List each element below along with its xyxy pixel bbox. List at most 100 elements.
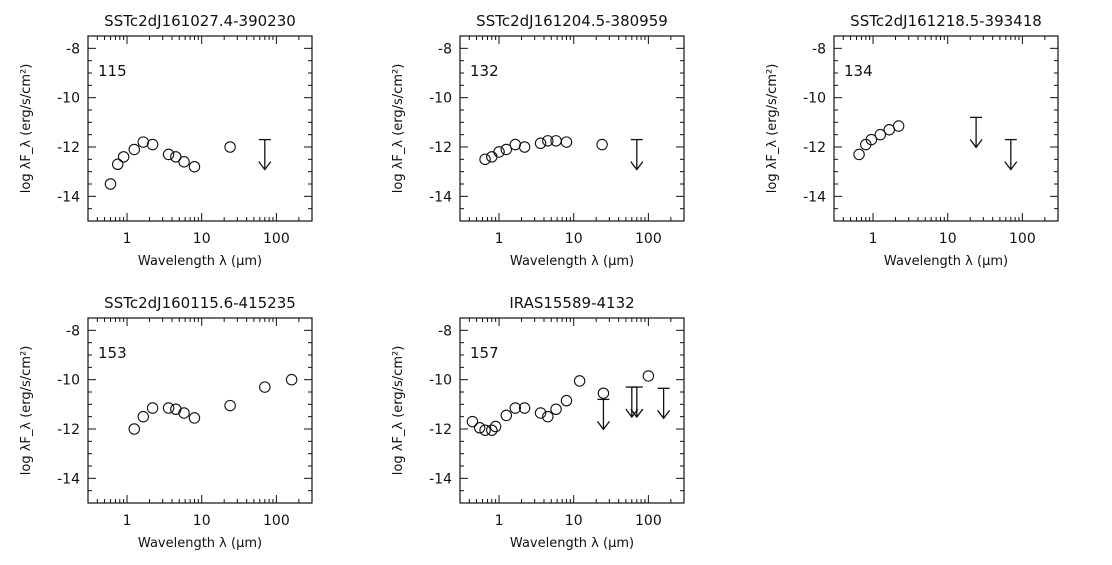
x-axis-label: Wavelength λ (μm) [884,254,1008,269]
source-id-label: 115 [98,62,127,80]
data-point [224,141,236,153]
x-tick-label: 100 [263,513,290,529]
data-point [534,407,547,419]
sed-panel-134: SSTc2dJ161218.5-393418 134 1 10 100 -8 -10 -12 -… [765,12,1059,269]
data-point [128,423,141,435]
data-point [489,420,502,433]
data-point [466,415,479,428]
plot-frame [87,35,313,222]
x-axis-label: Wavelength λ (μm) [510,254,634,269]
upper-limit-head [1004,161,1018,171]
x-tick-label: 1 [495,231,504,247]
data-point [874,128,887,141]
upper-limit-arrow [630,138,644,171]
source-id-label: 132 [470,62,499,80]
upper-limit-head [630,161,644,171]
upper-limit-arrow [258,138,272,171]
x-tick-label: 100 [1009,231,1036,247]
x-tick-label: 10 [193,513,211,529]
y-tick-label: -10 [57,373,80,389]
data-point [853,148,865,161]
source-id-label: 157 [470,344,499,362]
data-point [597,387,610,399]
y-axis-label: log λF_λ (erg/s/cm²) [19,64,34,194]
data-point [486,151,498,163]
panel-title: SSTc2dJ161204.5-380959 [476,12,668,30]
upper-limit-head [596,421,610,431]
data-point [560,394,573,407]
y-tick-label: -12 [57,140,80,156]
upper-limit-arrow [625,386,639,419]
data-point [111,158,124,171]
upper-limit-head [630,408,644,419]
data-point [534,137,547,150]
plot-frame [459,317,685,504]
data-point [137,410,150,423]
data-point [178,156,190,168]
plot-frame [459,35,685,222]
data-point [550,135,562,147]
x-tick-label: 10 [565,513,583,529]
x-tick-label: 100 [635,231,662,247]
data-point [518,402,531,414]
data-point [596,138,608,151]
upper-limit-arrow [596,398,610,431]
panel-title: SSTc2dJ160115.6-415235 [104,294,296,312]
x-tick-label: 100 [263,231,290,247]
sed-panel-153: SSTc2dJ160115.6-415235 153 1 10 100 -8 -10 -12 -… [19,294,313,551]
data-point [473,422,486,434]
source-id-label: 153 [98,344,127,362]
x-axis-label: Wavelength λ (μm) [138,254,262,269]
data-point [162,148,175,161]
data-point [550,403,562,416]
sed-panel-157: IRAS15589-4132 157 1 10 100 -8 -10 -12 -14 Wavele… [391,294,685,551]
y-axis-label: log λF_λ (erg/s/cm²) [765,64,780,194]
upper-limit-head [258,161,272,171]
x-tick-label: 1 [495,513,504,529]
data-point [500,143,513,156]
x-tick-label: 10 [939,231,957,247]
data-point [178,407,190,419]
data-point [188,160,201,173]
plot-frame [87,317,313,504]
panel-title: SSTc2dJ161218.5-393418 [850,12,1042,30]
data-point [285,373,298,386]
y-tick-label: -8 [812,41,826,57]
data-point [542,410,554,423]
x-tick-label: 10 [565,231,583,247]
data-point [493,146,505,158]
upper-limit-head [625,408,639,419]
data-point [509,402,522,414]
upper-limit-arrow [657,387,671,420]
y-axis-label: log λF_λ (erg/s/cm²) [19,346,34,476]
y-tick-label: -8 [66,41,80,57]
y-tick-label: -8 [438,41,452,57]
x-tick-label: 100 [635,513,662,529]
upper-limit-arrow [630,386,644,419]
data-point [892,120,905,132]
data-point [865,133,878,146]
data-point [224,399,236,412]
y-tick-label: -10 [57,91,80,107]
y-tick-label: -12 [429,422,452,438]
x-tick-label: 1 [123,231,132,247]
y-tick-label: -12 [429,140,452,156]
y-tick-label: -8 [438,323,452,339]
data-point [162,402,175,414]
data-point [188,412,201,424]
data-point [509,138,522,151]
upper-limit-arrow [1004,138,1018,171]
y-tick-label: -12 [803,140,826,156]
y-tick-label: -12 [57,422,80,438]
data-point [137,136,150,148]
y-tick-label: -10 [429,91,452,107]
y-tick-label: -10 [803,91,826,107]
data-point [500,409,513,422]
y-tick-label: -8 [66,323,80,339]
sed-panel-115: SSTc2dJ161027.4-390230 115 1 10 100 -8 -10 -12 -… [19,12,313,269]
source-id-label: 134 [844,62,873,80]
data-point [259,381,271,393]
x-tick-label: 1 [869,231,878,247]
x-tick-label: 1 [123,513,132,529]
